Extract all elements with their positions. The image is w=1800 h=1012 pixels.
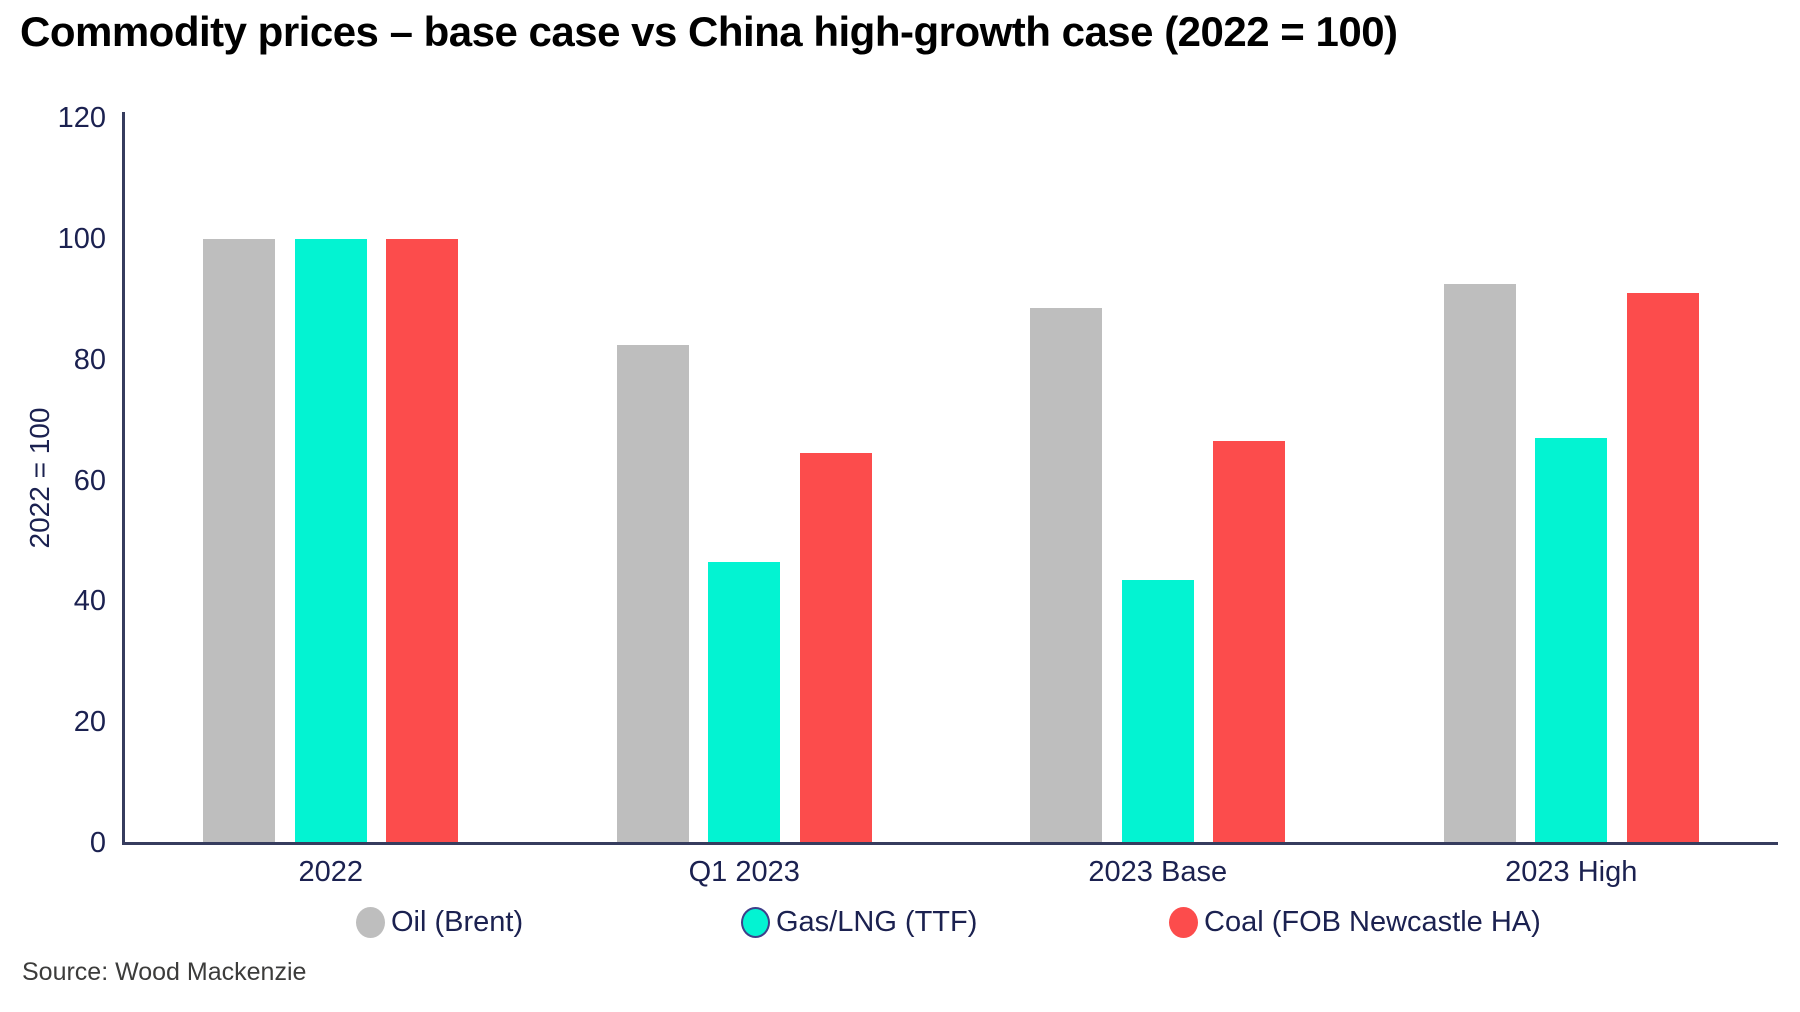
x-tick-label-2023-base: 2023 Base — [1088, 856, 1228, 888]
bar-oil-q1-2023 — [616, 344, 689, 843]
chart-title: Commodity prices – base case vs China hi… — [20, 8, 1398, 55]
y-tick-label-80: 80 — [73, 343, 106, 376]
bar-oil-2023-base — [1030, 308, 1103, 843]
plot-area — [124, 118, 1778, 843]
x-tick-label-2022: 2022 — [298, 856, 363, 888]
legend-label: Coal (FOB Newcastle HA) — [1204, 905, 1541, 938]
source-note: Source: Wood Mackenzie — [22, 958, 307, 986]
bar-gaslng-2022 — [294, 238, 367, 843]
y-tick-label-40: 40 — [73, 585, 106, 618]
y-tick-label-60: 60 — [73, 464, 106, 497]
bar-coal-q1-2023 — [799, 453, 872, 843]
y-axis-line — [122, 112, 125, 845]
bar-coal-2023-base — [1213, 441, 1286, 843]
legend-item-coal: Coal (FOB Newcastle HA) — [1169, 904, 1541, 940]
bar-coal-2023-high — [1626, 293, 1699, 843]
legend-label: Oil (Brent) — [391, 905, 524, 938]
bar-gaslng-2023-high — [1535, 438, 1608, 843]
bar-oil-2022 — [203, 238, 276, 843]
x-axis-line — [122, 842, 1778, 845]
x-tick-label-2023-high: 2023 High — [1505, 856, 1638, 888]
y-tick-label-0: 0 — [89, 827, 106, 859]
y-tick-label-120: 120 — [57, 102, 106, 134]
legend-marker-icon — [356, 906, 385, 938]
legend-marker-icon — [1169, 906, 1198, 938]
bar-coal-2022 — [386, 238, 459, 843]
legend-marker-icon — [741, 906, 770, 938]
legend-item-gaslng: Gas/LNG (TTF) — [741, 904, 977, 940]
bar-gaslng-q1-2023 — [708, 562, 781, 843]
y-tick-label-20: 20 — [73, 706, 106, 739]
bar-oil-2023-high — [1443, 284, 1516, 843]
x-tick-label-q1-2023: Q1 2023 — [688, 856, 800, 888]
legend-item-oil: Oil (Brent) — [356, 904, 523, 940]
y-tick-label-100: 100 — [57, 222, 106, 255]
legend-label: Gas/LNG (TTF) — [776, 905, 978, 938]
bar-gaslng-2023-base — [1121, 580, 1194, 843]
